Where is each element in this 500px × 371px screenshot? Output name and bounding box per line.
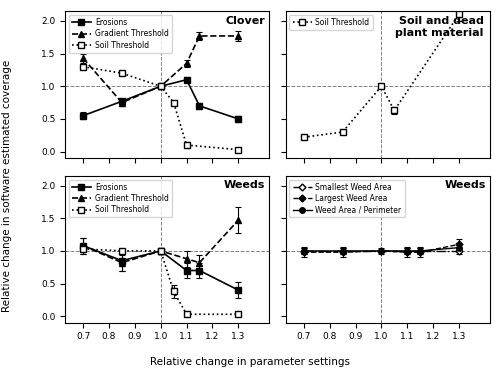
Text: Weeds: Weeds <box>444 180 486 190</box>
Text: Weeds: Weeds <box>224 180 265 190</box>
Text: Relative change in software estimated coverage: Relative change in software estimated co… <box>2 59 12 312</box>
Legend: Erosions, Gradient Threshold, Soil Threshold: Erosions, Gradient Threshold, Soil Thres… <box>69 180 172 217</box>
Text: Soil and dead
plant material: Soil and dead plant material <box>396 16 484 38</box>
Text: Relative change in parameter settings: Relative change in parameter settings <box>150 357 350 367</box>
Legend: Smallest Weed Area, Largest Weed Area, Weed Area / Perimeter: Smallest Weed Area, Largest Weed Area, W… <box>290 180 405 217</box>
Text: Clover: Clover <box>226 16 265 26</box>
Legend: Soil Threshold: Soil Threshold <box>290 15 372 30</box>
Legend: Erosions, Gradient Threshold, Soil Threshold: Erosions, Gradient Threshold, Soil Thres… <box>69 15 172 53</box>
